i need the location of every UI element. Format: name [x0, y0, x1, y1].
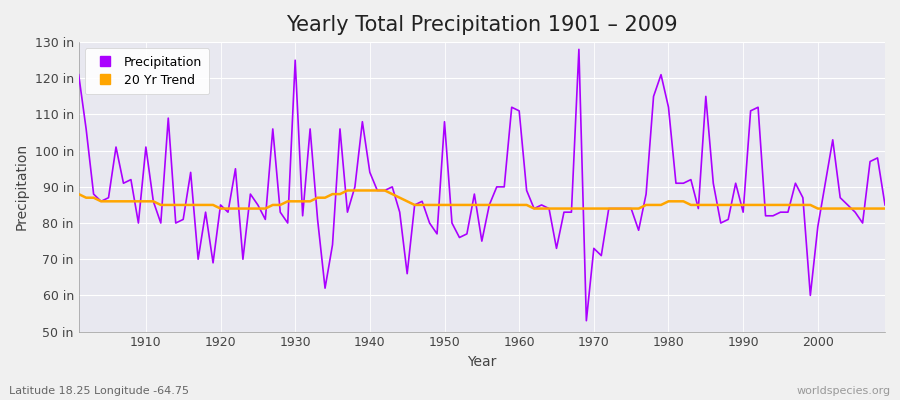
Text: Latitude 18.25 Longitude -64.75: Latitude 18.25 Longitude -64.75 [9, 386, 189, 396]
Legend: Precipitation, 20 Yr Trend: Precipitation, 20 Yr Trend [85, 48, 210, 94]
Title: Yearly Total Precipitation 1901 – 2009: Yearly Total Precipitation 1901 – 2009 [286, 15, 678, 35]
Y-axis label: Precipitation: Precipitation [15, 143, 29, 230]
X-axis label: Year: Year [467, 355, 497, 369]
Text: worldspecies.org: worldspecies.org [796, 386, 891, 396]
